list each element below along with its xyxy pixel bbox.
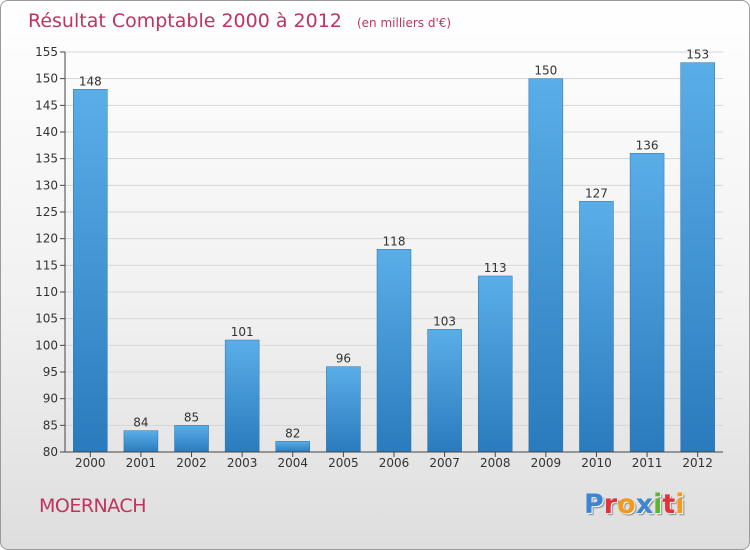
x-tick-label: 2011 [632,456,663,470]
bar-2001[interactable] [123,430,159,453]
bar-value-label: 85 [184,410,199,424]
bar-value-label: 103 [433,314,456,328]
logo-letter: i [653,489,663,520]
y-tick-label: 130 [35,178,58,192]
y-tick-label: 100 [35,338,58,352]
x-tick-label: 2003 [227,456,258,470]
bar-value-label: 101 [231,325,254,339]
proxiti-logo[interactable]: Proxiti [584,489,685,520]
x-tick-label: 2001 [126,456,157,470]
axis-layer: 80 85 90 95 100 105 110 115 120 125 130 135 140 145 15… [35,45,723,470]
logo-letter: t [662,489,676,520]
commune-name: MOERNACH [39,495,147,517]
bar-value-label: 84 [133,416,148,430]
logo-letter: x [635,489,654,520]
y-tick-label: 80 [43,445,58,459]
chart-title-main: Résultat Comptable 2000 à 2012 [28,10,342,32]
x-tick-label: 2004 [277,456,308,470]
bar-value-label: 118 [383,234,406,248]
y-tick-label: 150 [35,72,58,86]
x-tick-label: 2010 [581,456,612,470]
bar-2007[interactable] [427,329,462,453]
y-tick-label: 120 [35,232,58,246]
bar-2010[interactable] [579,201,614,453]
bars-layer: 148 84 85 101 82 96 118 103 113 150 127 136 153 [73,48,715,453]
x-tick-label: 2012 [682,456,713,470]
x-tick-label: 2002 [176,456,207,470]
y-tick-label: 85 [43,418,58,432]
x-tick-label: 2009 [531,456,562,470]
y-tick-label: 90 [43,392,58,406]
y-tick-label: 110 [35,285,58,299]
y-tick-label: 95 [43,365,58,379]
bar-2004[interactable] [275,441,311,453]
bar-value-label: 148 [79,74,102,88]
y-tick-label: 140 [35,125,58,139]
bar-2005[interactable] [326,366,361,453]
x-tick-label: 2007 [429,456,460,470]
bar-value-label: 96 [336,352,351,366]
logo-letter: o [617,489,636,520]
x-tick-label: 2006 [379,456,410,470]
y-tick-label: 105 [35,312,58,326]
bar-value-label: 127 [585,186,608,200]
logo-letter: r [603,489,618,520]
logo-letter: i [675,489,685,520]
bar-2011[interactable] [629,153,665,453]
bar-2002[interactable] [174,425,209,453]
y-tick-label: 115 [35,258,58,272]
x-tick-label: 2000 [75,456,106,470]
y-tick-label: 125 [35,205,58,219]
chart-title: Résultat Comptable 2000 à 2012 (en milli… [28,10,451,32]
x-tick-label: 2005 [328,456,359,470]
chart-title-subtitle: (en milliers d'€) [357,16,451,30]
x-tick-label: 2008 [480,456,511,470]
bar-value-label: 113 [484,261,507,275]
bar-value-label: 136 [636,138,659,152]
bar-2012[interactable] [680,62,715,453]
bar-2003[interactable] [224,339,260,453]
y-tick-label: 145 [35,98,58,112]
bar-value-label: 150 [534,64,557,78]
bar-2009[interactable] [528,78,564,453]
bar-value-label: 82 [285,426,300,440]
y-tick-label: 155 [35,45,58,59]
bar-2000[interactable] [73,89,108,453]
y-tick-label: 135 [35,152,58,166]
bar-value-label: 153 [686,48,709,62]
bar-2008[interactable] [477,275,513,453]
logo-letter: P [584,489,604,520]
bar-2006[interactable] [376,249,412,453]
